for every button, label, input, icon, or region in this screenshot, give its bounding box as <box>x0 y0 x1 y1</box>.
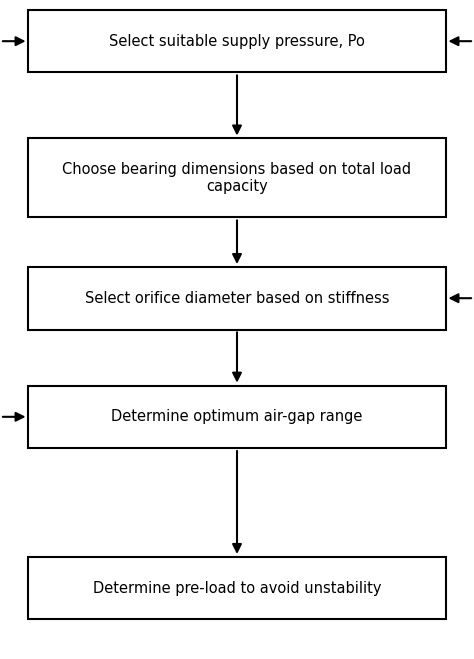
Text: Determine optimum air-gap range: Determine optimum air-gap range <box>111 409 363 424</box>
Bar <box>28 557 446 619</box>
Text: Select orifice diameter based on stiffness: Select orifice diameter based on stiffne… <box>85 291 389 306</box>
Bar <box>28 138 446 217</box>
Text: Choose bearing dimensions based on total load
capacity: Choose bearing dimensions based on total… <box>63 161 411 194</box>
Text: Select suitable supply pressure, Po: Select suitable supply pressure, Po <box>109 34 365 49</box>
Bar <box>28 267 446 330</box>
Bar <box>28 10 446 72</box>
Text: Determine pre-load to avoid unstability: Determine pre-load to avoid unstability <box>93 581 381 596</box>
Bar <box>28 386 446 448</box>
